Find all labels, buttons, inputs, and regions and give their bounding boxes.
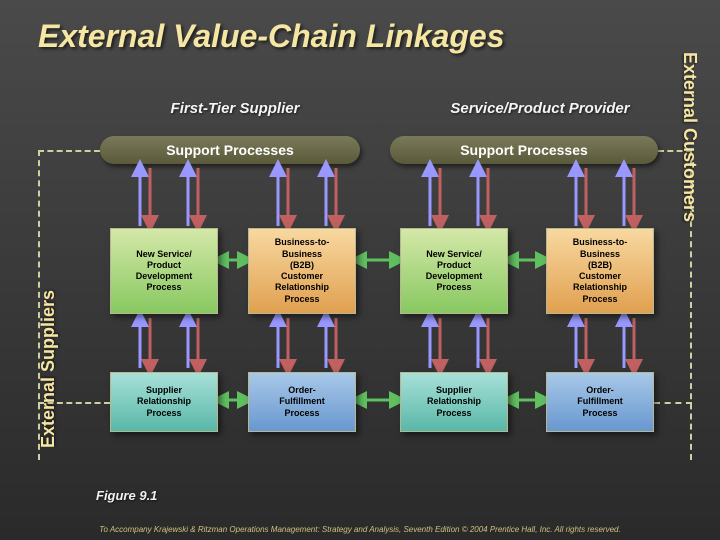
column-header-right: Service/Product Provider <box>430 100 650 117</box>
box-order-2: Order- Fulfillment Process <box>546 372 654 432</box>
box-order-1: Order- Fulfillment Process <box>248 372 356 432</box>
box-b2b-1: Business-to- Business (B2B) Customer Rel… <box>248 228 356 314</box>
page-title: External Value-Chain Linkages <box>0 0 720 55</box>
box-new-service-2: New Service/ Product Development Process <box>400 228 508 314</box>
dash-right-bot <box>654 402 692 404</box>
support-bar-left: Support Processes <box>100 136 360 164</box>
box-supplier-rel-2: Supplier Relationship Process <box>400 372 508 432</box>
box-new-service-1: New Service/ Product Development Process <box>110 228 218 314</box>
footer-text: To Accompany Krajewski & Ritzman Operati… <box>0 525 720 534</box>
box-supplier-rel-1: Supplier Relationship Process <box>110 372 218 432</box>
support-bar-right: Support Processes <box>390 136 658 164</box>
figure-label: Figure 9.1 <box>96 488 157 503</box>
side-label-left: External Suppliers <box>38 290 59 448</box>
box-b2b-2: Business-to- Business (B2B) Customer Rel… <box>546 228 654 314</box>
dash-left-top <box>38 150 100 152</box>
side-label-right: External Customers <box>679 52 700 222</box>
column-header-left: First-Tier Supplier <box>150 100 320 117</box>
